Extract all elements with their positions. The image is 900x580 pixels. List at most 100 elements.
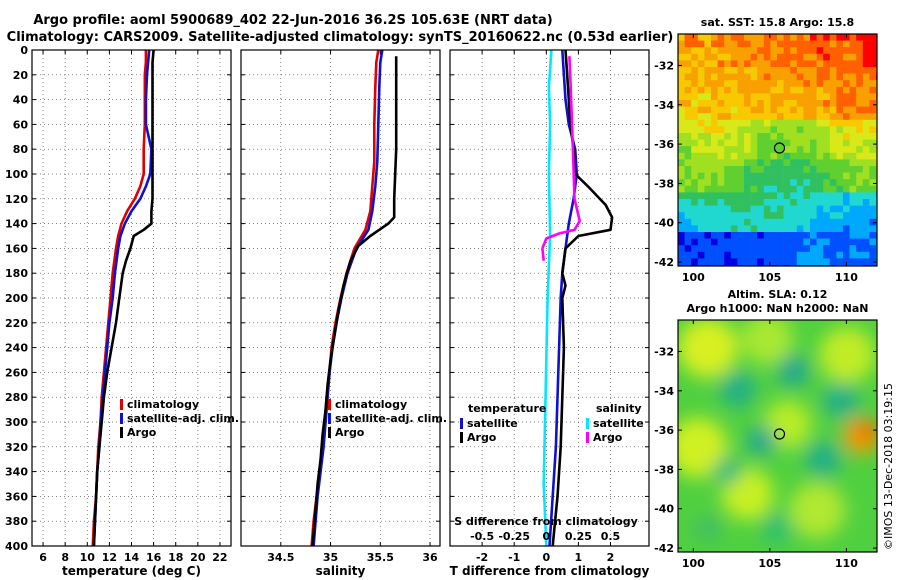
- sst-cell: [823, 152, 831, 160]
- sst-cell: [803, 126, 811, 134]
- sst-cell: [869, 139, 877, 147]
- map-frame: [677, 33, 878, 267]
- sst-cell: [843, 146, 850, 154]
- sst-cell: [737, 100, 745, 107]
- sst-cell: [823, 47, 831, 55]
- sst-cell: [823, 34, 831, 41]
- sst-cell: [816, 34, 824, 41]
- sst-cell: [856, 80, 864, 88]
- sst-cell: [757, 251, 765, 259]
- sst-cell: [717, 238, 725, 246]
- chart-title-line1: Argo profile: aoml 5900689_402 22-Jun-20…: [33, 13, 552, 28]
- sst-cell: [862, 166, 870, 173]
- map-x-tick-label: 100: [682, 271, 705, 284]
- sst-cell: [684, 212, 692, 220]
- sst-cell: [803, 238, 811, 246]
- sst-cell: [803, 225, 811, 233]
- sst-cell: [862, 152, 870, 160]
- sst-cell: [849, 73, 857, 81]
- sst-cell: [856, 133, 864, 140]
- sst-cell: [816, 218, 824, 226]
- sst-cell: [744, 166, 751, 173]
- sst-cell: [691, 60, 699, 68]
- sst-cell: [823, 172, 831, 180]
- sst-cell: [717, 126, 725, 134]
- sst-cell: [744, 212, 751, 220]
- sst-cell: [777, 47, 784, 55]
- sst-cell: [783, 47, 791, 55]
- sst-cell: [717, 199, 725, 206]
- sst-cell: [737, 205, 745, 213]
- sst-cell: [711, 34, 718, 41]
- sla-blob: [693, 514, 722, 543]
- sst-cell: [757, 258, 765, 266]
- sst-cell: [856, 152, 864, 160]
- sst-cell: [810, 238, 817, 246]
- sst-cell: [730, 212, 738, 220]
- sst-cell: [869, 238, 877, 246]
- sst-cell: [869, 53, 877, 61]
- sst-cell: [678, 192, 685, 200]
- sst-cell: [730, 199, 738, 206]
- sst-cell: [744, 34, 751, 41]
- sst-cell: [704, 146, 712, 154]
- map-x-tick-label: 110: [835, 271, 858, 284]
- sst-cell: [737, 53, 745, 61]
- imos-credit: ©IMOS 13-Dec-2018 03:19:15: [882, 383, 895, 550]
- sst-cell: [849, 80, 857, 88]
- sst-cell: [816, 53, 824, 61]
- salinity-tick-label: -0.25: [498, 530, 530, 543]
- sst-cell: [763, 60, 771, 68]
- sst-cell: [777, 251, 784, 259]
- sst-cell: [750, 166, 758, 173]
- sst-cell: [704, 113, 712, 121]
- sst-cell: [783, 146, 791, 154]
- x-tick-label: 16: [146, 551, 162, 564]
- sst-cell: [724, 172, 732, 180]
- sst-cell: [724, 73, 732, 81]
- sst-cell: [717, 67, 725, 74]
- sst-cell: [757, 100, 765, 107]
- sst-cell: [763, 245, 771, 253]
- sst-cell: [697, 199, 705, 206]
- sst-cell: [849, 40, 857, 48]
- sst-cell: [790, 113, 798, 121]
- sst-cell: [849, 172, 857, 180]
- x-tick-label: -2: [476, 551, 488, 564]
- sst-cell: [730, 172, 738, 180]
- sst-cell: [678, 93, 685, 101]
- sst-cell: [790, 126, 798, 134]
- sst-cell: [856, 159, 864, 167]
- sst-cell: [717, 152, 725, 160]
- sst-cell: [684, 40, 692, 48]
- sst-cell: [843, 192, 850, 200]
- map-y-tick-label: -36: [654, 138, 674, 151]
- sst-cell: [757, 60, 765, 68]
- sst-cell: [810, 93, 817, 101]
- sst-cell: [796, 185, 804, 193]
- sst-cell: [796, 40, 804, 48]
- sst-cell: [862, 53, 870, 61]
- sst-cell: [803, 199, 811, 206]
- sst-cell: [869, 212, 877, 220]
- sst-cell: [704, 139, 712, 147]
- plot-frame: [240, 49, 441, 547]
- sst-cell: [750, 245, 758, 253]
- sst-cell: [816, 199, 824, 206]
- sst-cell: [777, 212, 784, 220]
- sst-cell: [717, 166, 725, 173]
- sst-cell: [697, 225, 705, 233]
- sst-cell: [856, 73, 864, 81]
- sst-cell: [691, 93, 699, 101]
- sst-cell: [796, 166, 804, 173]
- sst-cell: [829, 113, 837, 121]
- sst-cell: [790, 119, 798, 127]
- sst-cell: [862, 159, 870, 167]
- legend-label: satellite: [593, 417, 644, 430]
- sst-cell: [783, 212, 791, 220]
- sst-cell: [796, 218, 804, 226]
- sst-cell: [869, 251, 877, 259]
- sst-cell: [803, 113, 811, 121]
- sst-cell: [678, 100, 685, 107]
- sst-cell: [711, 126, 718, 134]
